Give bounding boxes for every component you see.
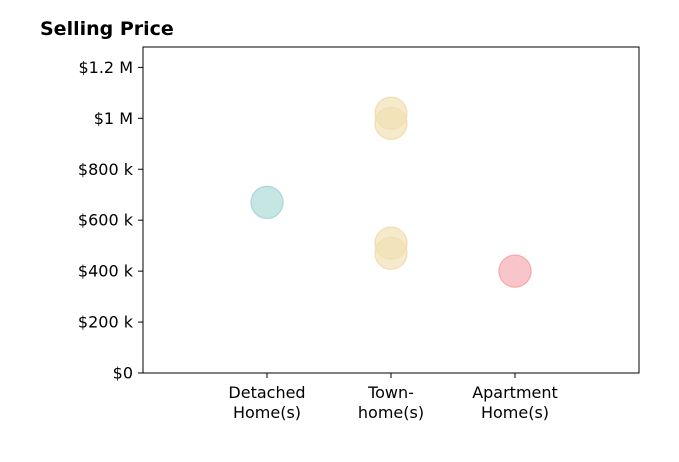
y-tick-label: $1 M xyxy=(94,109,133,128)
x-tick-label: Town-home(s) xyxy=(358,383,424,422)
y-tick-label: $200 k xyxy=(78,313,134,332)
plot-frame xyxy=(142,46,640,374)
y-tick-label: $600 k xyxy=(78,211,134,230)
data-points xyxy=(250,96,532,288)
data-point xyxy=(250,185,284,219)
x-tick-label: Detached Home(s) xyxy=(228,383,305,422)
x-tick-label: Apartment Home(s) xyxy=(472,383,558,422)
plot-area: $0 $200 k $400 k $600 k $800 k $1 M $1.2 M Deta… xyxy=(78,46,640,422)
data-point xyxy=(374,106,408,141)
data-point xyxy=(498,254,532,288)
data-point xyxy=(374,236,408,270)
chart-title: Selling Price xyxy=(40,18,174,40)
y-tick-label: $1.2 M xyxy=(78,58,133,77)
y-tick-label: $0 xyxy=(113,364,133,383)
y-tick-label: $400 k xyxy=(78,262,134,281)
y-tick-label: $800 k xyxy=(78,160,134,179)
